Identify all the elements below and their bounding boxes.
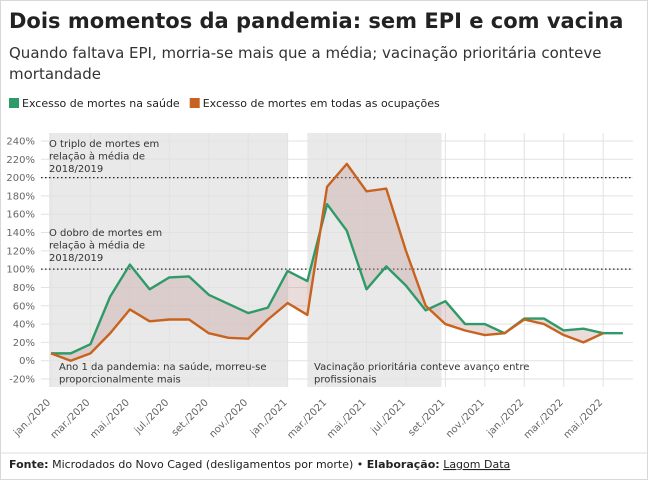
x-tick-label: mar./2020: [49, 397, 93, 441]
y-tick-label: 100%: [6, 265, 35, 276]
legend-label: Excesso de mortes na saúde: [22, 97, 180, 110]
footer: Fonte: Microdados do Novo Caged (desliga…: [9, 458, 510, 471]
x-tick-label: mar./2022: [522, 397, 566, 441]
y-tick-label: 140%: [6, 228, 35, 239]
y-tick-label: 40%: [13, 320, 35, 331]
y-tick-label: 220%: [6, 155, 35, 166]
annotation: Ano 1 da pandemia: na saúde, morreu-se: [59, 361, 267, 373]
footer-part: Lagom Data: [443, 458, 510, 471]
footer-part: Fonte:: [9, 458, 49, 471]
x-tick-label: nov./2020: [207, 397, 250, 440]
legend-swatch: [9, 98, 19, 108]
gap-fill: [51, 163, 604, 361]
annotation: relação à média de: [49, 151, 145, 163]
y-tick-label: 180%: [6, 191, 35, 202]
x-tick-label: jul./2020: [132, 397, 172, 437]
footer-part: Microdados do Novo Caged (desligamentos …: [52, 458, 363, 471]
y-tick-label: 0%: [19, 356, 35, 367]
x-tick-label: mai./2020: [88, 397, 132, 441]
chart-subtitle: Quando faltava EPI, morria-se mais que a…: [9, 44, 602, 83]
x-tick-label: mai./2021: [325, 397, 369, 441]
legend-label: Excesso de mortes em todas as ocupações: [203, 97, 440, 110]
x-tick-label: set./2020: [170, 397, 211, 438]
annotation: O dobro de mortes em: [49, 228, 162, 239]
y-tick-label: 120%: [6, 246, 35, 257]
footer-part: Elaboração:: [367, 458, 440, 471]
y-tick-label: 200%: [6, 173, 35, 184]
x-tick-label: jan./2021: [248, 397, 290, 439]
x-tick-label: set./2021: [406, 397, 447, 438]
y-tick-label: 20%: [13, 338, 35, 349]
y-tick-label: 60%: [13, 301, 35, 312]
series-line: [50, 162, 604, 362]
x-tick-label: mai./2022: [562, 397, 606, 441]
series-line: [51, 202, 623, 355]
x-tick-label: nov./2021: [444, 397, 487, 440]
legend-swatch: [189, 98, 200, 108]
y-tick-label: -20%: [9, 375, 35, 386]
y-tick-label: 240%: [6, 137, 35, 148]
y-tick-label: 80%: [13, 283, 35, 294]
x-tick-label: mar./2021: [285, 397, 329, 441]
annotation: relação à média de: [49, 240, 145, 252]
annotation: Vacinação prioritária conteve avanço ent…: [314, 361, 529, 373]
x-tick-label: jan./2020: [11, 397, 53, 439]
chart-title: Dois momentos da pandemia: sem EPI e com…: [9, 9, 624, 33]
x-tick-label: jan./2022: [485, 397, 527, 439]
y-tick-label: 160%: [6, 210, 35, 221]
annotation: 2018/2019: [49, 253, 103, 264]
x-tick-label: jul./2021: [369, 397, 409, 437]
annotation: O triplo de mortes em: [49, 139, 159, 150]
annotation: profissionais: [314, 375, 376, 386]
annotation: proporcionalmente mais: [59, 375, 181, 386]
annotation: 2018/2019: [49, 164, 103, 175]
period-shade: [307, 133, 442, 387]
